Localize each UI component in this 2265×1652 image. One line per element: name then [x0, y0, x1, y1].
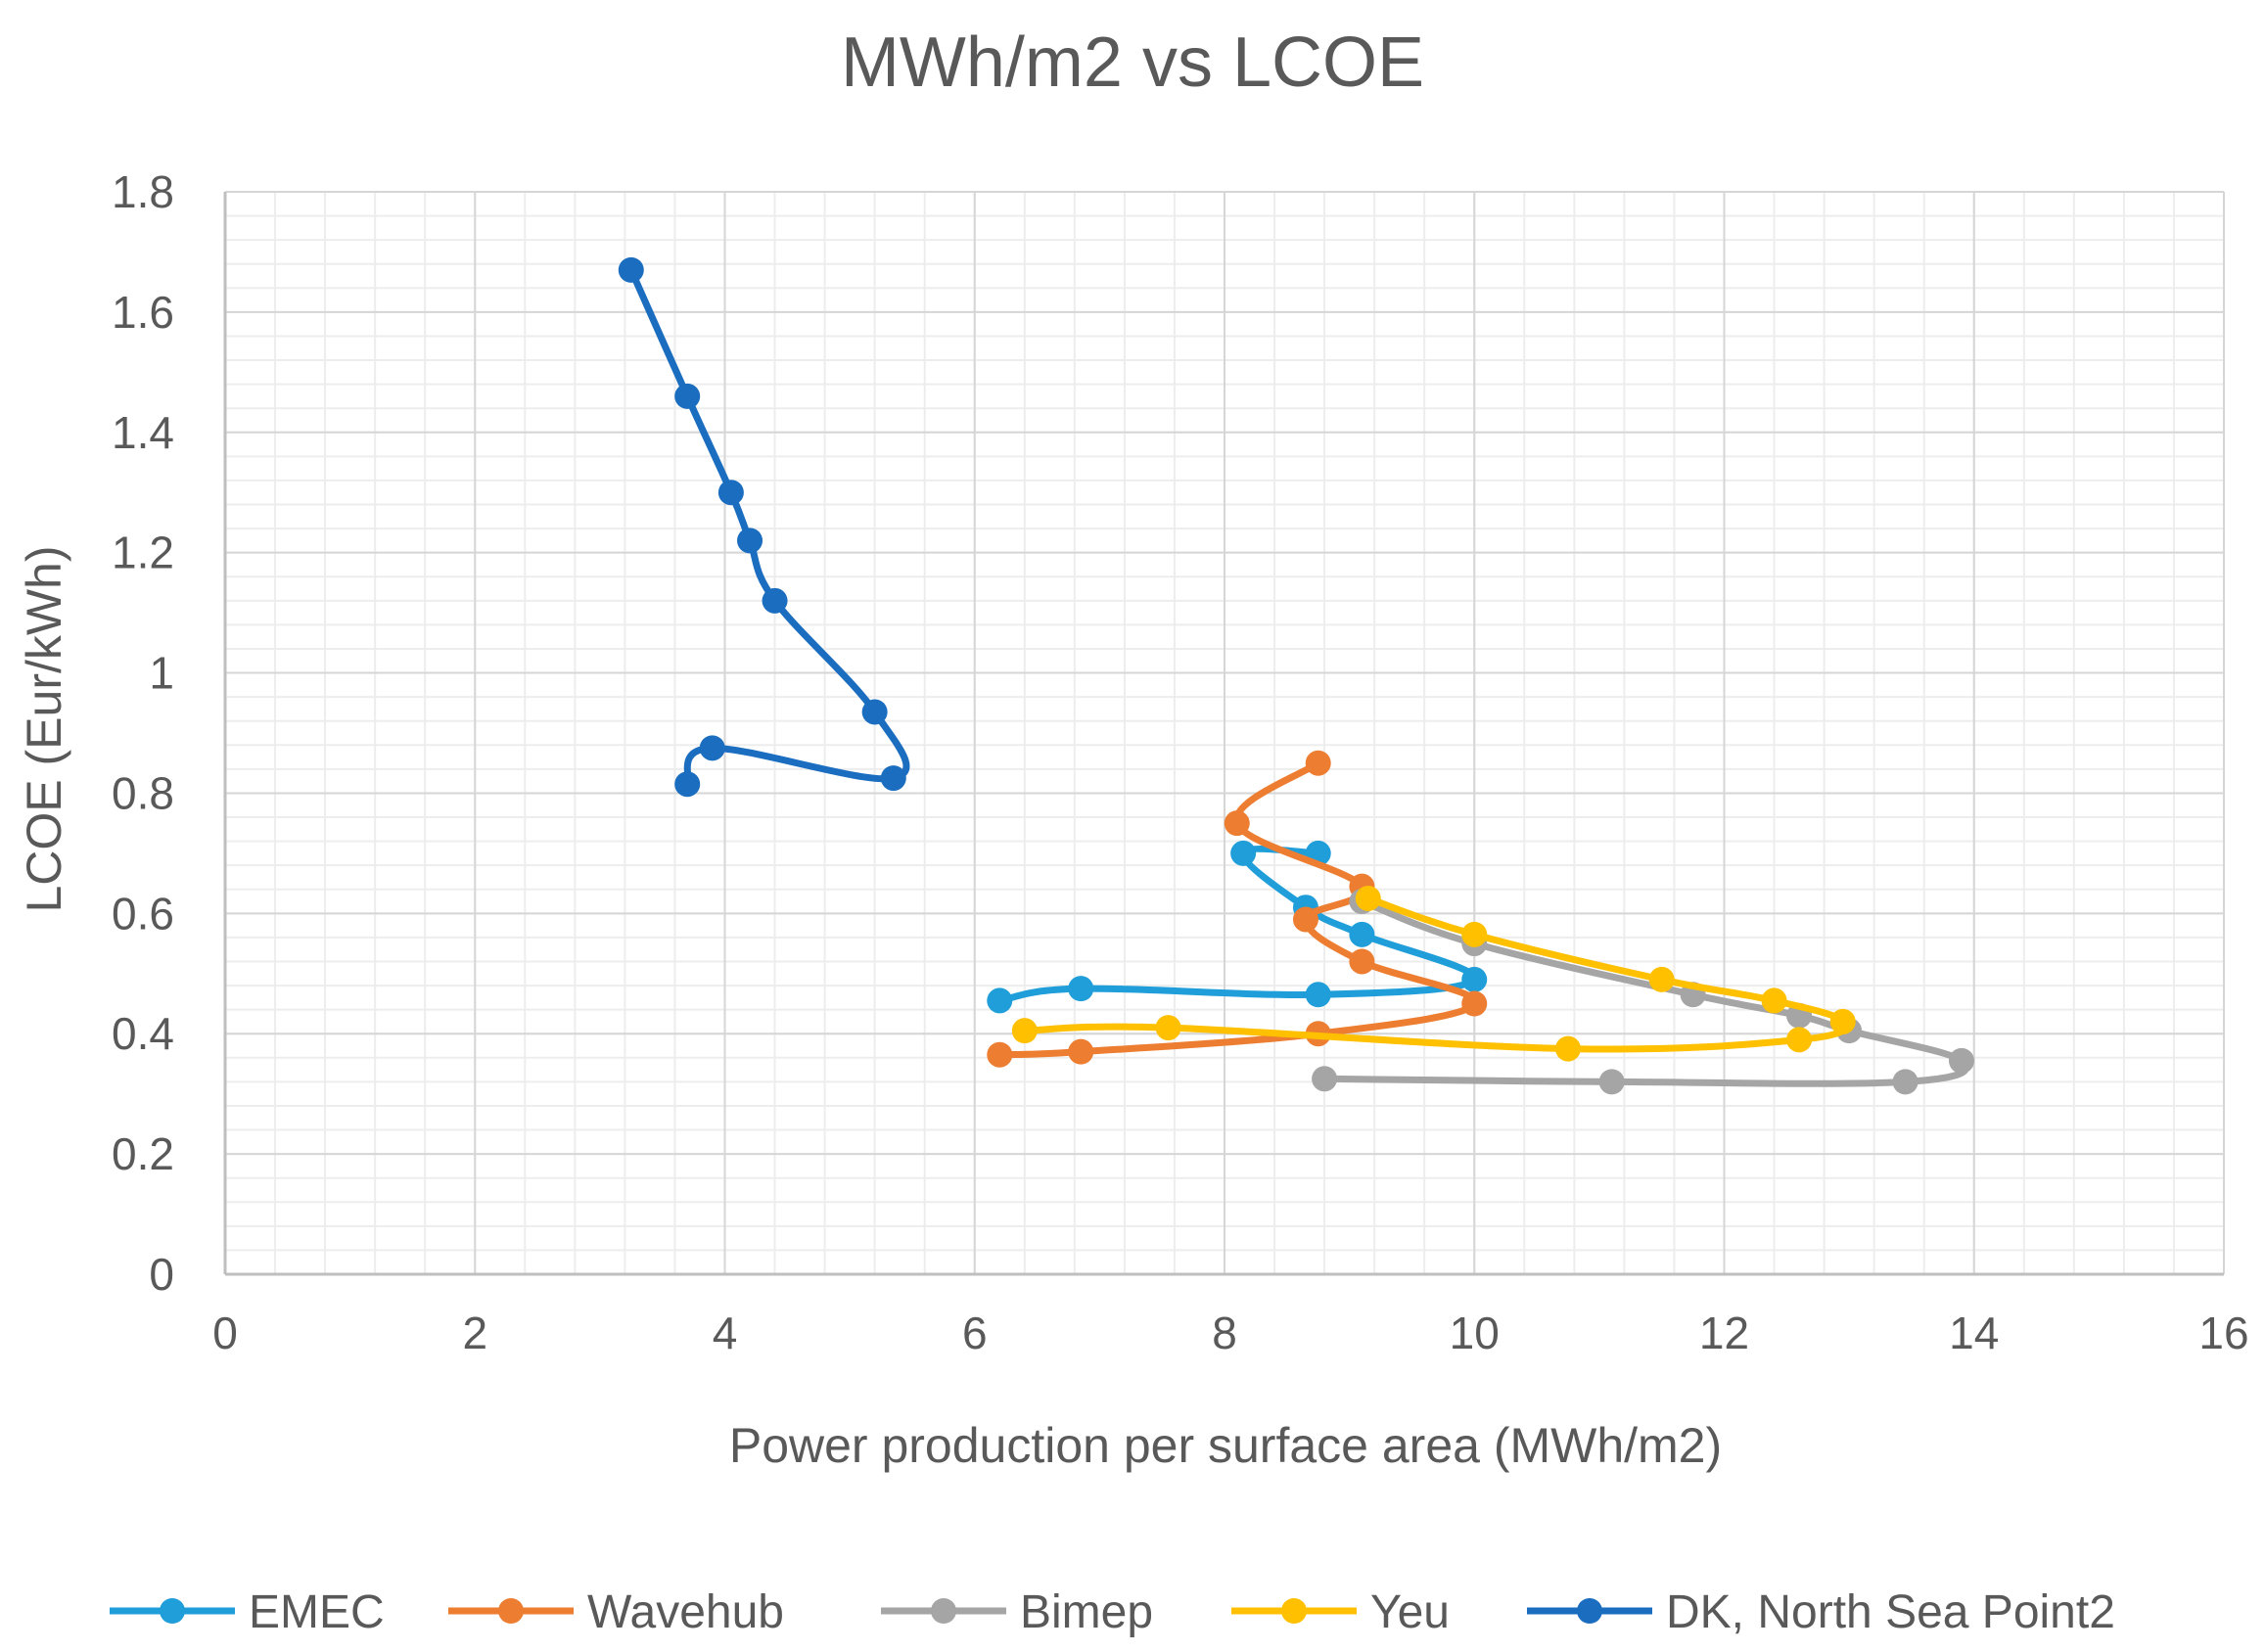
y-tick-label: 0: [149, 1249, 174, 1300]
x-axis-title: Power production per surface area (MWh/m…: [729, 1418, 1722, 1473]
legend-item-dk-north-sea-point2: DK, North Sea Point2: [1527, 1586, 2115, 1638]
data-point-emec: [1349, 921, 1375, 947]
legend-label: Yeu: [1370, 1586, 1450, 1638]
series-emec: [987, 840, 1488, 1014]
data-point-dk-north-sea-point2: [737, 528, 763, 554]
data-point-yeu: [1786, 1027, 1813, 1053]
y-tick-label: 1.4: [112, 407, 174, 458]
x-tick-label: 8: [1212, 1308, 1237, 1358]
legend-item-emec: EMEC: [110, 1586, 385, 1638]
y-tick-label: 1.2: [112, 528, 174, 578]
x-tick-label: 0: [212, 1308, 238, 1358]
y-tick-label: 0.8: [112, 767, 174, 818]
legend-marker-bimep: [931, 1598, 956, 1624]
data-point-dk-north-sea-point2: [674, 383, 701, 409]
legend-item-wavehub: Wavehub: [448, 1586, 784, 1638]
tick-labels: 0 2 4 6 8 10 12 14 16 0 0.2 0.4 0.6 0.8 1 1.2 1.4 1.6 1.8: [112, 166, 2249, 1358]
legend-marker-emec: [160, 1598, 185, 1624]
x-tick-label: 10: [1450, 1308, 1500, 1358]
chart-title: MWh/m2 vs LCOE: [841, 23, 1424, 102]
legend: EMEC Wavehub Bimep Yeu DK, North Sea Point2: [110, 1586, 2115, 1638]
legend-item-yeu: Yeu: [1231, 1586, 1450, 1638]
data-point-bimep: [1598, 1069, 1625, 1095]
data-point-bimep: [1312, 1066, 1338, 1092]
x-tick-label: 2: [462, 1308, 487, 1358]
data-point-yeu: [1461, 921, 1488, 947]
data-point-dk-north-sea-point2: [717, 480, 744, 506]
y-tick-label: 0.6: [112, 888, 174, 939]
series-line-dk-north-sea-point2: [627, 266, 910, 788]
data-point-emec: [1230, 840, 1257, 866]
data-point-wavehub: [1305, 750, 1331, 776]
data-point-yeu: [1648, 966, 1675, 992]
series-line-yeu: [1021, 895, 1849, 1053]
data-point-dk-north-sea-point2: [618, 256, 644, 283]
series-wavehub: [987, 750, 1488, 1068]
data-point-bimep: [1892, 1069, 1918, 1095]
legend-label: Bimep: [1020, 1586, 1153, 1638]
x-tick-label: 14: [1949, 1308, 1999, 1358]
data-point-dk-north-sea-point2: [699, 735, 725, 761]
data-point-yeu: [1355, 885, 1381, 911]
data-point-yeu: [1155, 1015, 1181, 1041]
data-point-yeu: [1829, 1008, 1856, 1034]
legend-marker-wavehub: [498, 1598, 524, 1624]
y-tick-label: 1.6: [112, 287, 174, 338]
data-point-dk-north-sea-point2: [762, 587, 788, 614]
series-layer: [618, 256, 1974, 1095]
legend-item-bimep: Bimep: [881, 1586, 1153, 1638]
legend-label: EMEC: [249, 1586, 385, 1638]
data-point-wavehub: [1068, 1038, 1094, 1065]
legend-marker-dk-north-sea-point2: [1577, 1598, 1602, 1624]
data-point-emec: [987, 987, 1013, 1014]
data-point-wavehub: [1461, 990, 1488, 1017]
x-tick-label: 12: [1699, 1308, 1749, 1358]
y-tick-label: 0.4: [112, 1008, 174, 1059]
data-point-wavehub: [1349, 948, 1375, 975]
data-point-emec: [1068, 976, 1094, 1002]
series-line-wavehub: [995, 759, 1478, 1059]
data-point-wavehub: [1224, 810, 1250, 837]
y-tick-label: 1.8: [112, 166, 174, 217]
data-point-dk-north-sea-point2: [674, 771, 701, 798]
x-tick-label: 6: [962, 1308, 988, 1358]
legend-marker-yeu: [1281, 1598, 1307, 1624]
y-tick-label: 0.2: [112, 1128, 174, 1179]
legend-label: Wavehub: [587, 1586, 784, 1638]
legend-label: DK, North Sea Point2: [1666, 1586, 2115, 1638]
series-dk-north-sea-point2: [618, 256, 910, 798]
data-point-dk-north-sea-point2: [861, 699, 888, 725]
data-point-yeu: [1554, 1035, 1581, 1062]
series-yeu: [1011, 885, 1856, 1062]
y-tick-label: 1: [149, 648, 174, 699]
y-axis-title: LCOE (Eur/kWh): [17, 545, 71, 912]
x-tick-label: 16: [2198, 1308, 2248, 1358]
data-point-yeu: [1011, 1018, 1038, 1044]
data-point-emec: [1305, 982, 1331, 1008]
data-point-bimep: [1948, 1047, 1974, 1074]
data-point-emec: [1461, 966, 1488, 992]
data-point-dk-north-sea-point2: [880, 765, 906, 792]
data-point-yeu: [1761, 987, 1787, 1014]
data-point-wavehub: [1292, 906, 1318, 933]
x-tick-label: 4: [713, 1308, 738, 1358]
axes: [223, 192, 2224, 1276]
data-point-wavehub: [987, 1041, 1013, 1068]
